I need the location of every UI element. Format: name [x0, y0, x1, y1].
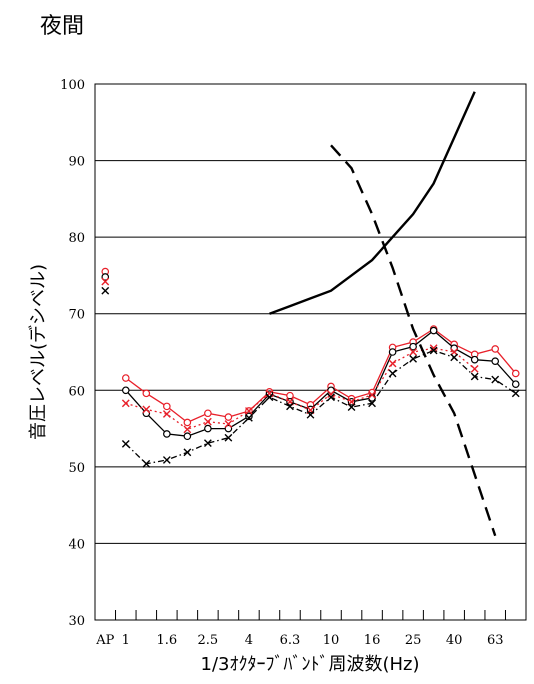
y-tick-label: 100 — [60, 78, 85, 93]
data-point-cross — [306, 410, 315, 419]
data-point-circle — [204, 409, 212, 418]
y-tick-label: 60 — [68, 384, 85, 399]
data-point-circle — [409, 342, 417, 351]
data-point-circle — [163, 402, 171, 411]
data-point-circle — [101, 273, 110, 281]
data-point-circle — [121, 374, 130, 382]
plot-frame — [94, 83, 527, 621]
grid-lines — [95, 160, 526, 544]
page-title: 夜間 — [40, 14, 85, 39]
data-point-cross — [470, 364, 479, 373]
data-point-cross — [409, 354, 418, 363]
data-point-cross — [368, 390, 376, 399]
x-tick-label: 25 — [405, 633, 422, 648]
series-group — [101, 91, 520, 537]
x-tick-label: 40 — [446, 633, 463, 648]
data-point-cross — [265, 393, 274, 402]
series-line — [269, 91, 476, 315]
x-tick-label: 1 — [122, 633, 130, 648]
series-red-dotted-cross — [101, 277, 479, 434]
data-point-circle — [511, 380, 520, 388]
data-point-cross — [388, 369, 397, 378]
data-point-cross — [142, 459, 151, 468]
series-line — [330, 144, 497, 537]
data-point-cross — [203, 439, 212, 448]
data-point-circle — [163, 430, 171, 438]
x-axis-title: 1/3ｵｸﾀｰﾌﾞﾊﾞﾝﾄﾞ周波数(Hz) — [201, 654, 420, 675]
data-point-cross — [101, 277, 110, 286]
y-tick-label: 70 — [68, 308, 85, 323]
x-tick-label: 10 — [323, 633, 340, 648]
data-point-cross — [101, 286, 110, 295]
data-point-cross — [245, 413, 253, 422]
y-axis-title: 音圧レベル(デシベル) — [28, 264, 49, 440]
series-black-dashed-threshold — [330, 144, 497, 537]
data-point-cross — [429, 346, 438, 355]
data-point-cross — [368, 399, 376, 408]
data-point-cross — [224, 433, 233, 442]
y-tick-labels: 30 40 50 60 70 80 90 100 — [60, 78, 85, 629]
data-point-circle — [204, 424, 212, 433]
data-point-cross — [245, 407, 253, 415]
data-point-circle — [491, 345, 500, 353]
data-point-cross — [183, 448, 192, 457]
data-point-cross — [327, 393, 335, 402]
data-point-cross — [429, 344, 438, 353]
data-point-circle — [286, 391, 294, 400]
x-tick-label: 2.5 — [198, 633, 219, 648]
data-point-circle — [224, 413, 233, 421]
data-point-circle — [183, 418, 192, 427]
data-point-circle — [429, 326, 438, 335]
data-point-cross — [511, 389, 520, 398]
x-tick-label: 63 — [487, 633, 504, 648]
data-point-cross — [327, 390, 335, 399]
data-point-cross — [224, 420, 233, 428]
data-point-cross — [142, 405, 151, 414]
x-tick-label: AP — [95, 633, 114, 648]
data-point-cross — [470, 372, 479, 381]
series-black-dashdot-cross — [101, 286, 520, 468]
data-point-cross — [388, 359, 397, 368]
data-point-circle — [491, 357, 500, 365]
series-black-solid-threshold — [269, 91, 476, 315]
data-point-cross — [121, 439, 130, 448]
data-point-cross — [121, 399, 130, 408]
data-point-circle — [183, 432, 192, 441]
data-point-circle — [142, 389, 151, 398]
data-point-cross — [491, 375, 500, 384]
data-point-cross — [347, 403, 356, 412]
data-point-cross — [286, 402, 294, 411]
series-line — [125, 349, 517, 465]
y-tick-label: 90 — [68, 155, 85, 170]
data-point-cross — [203, 417, 212, 426]
y-tick-label: 40 — [68, 537, 85, 552]
y-tick-label: 80 — [68, 231, 85, 246]
data-point-cross — [183, 425, 192, 434]
x-tick-label: 4 — [245, 633, 253, 648]
data-point-circle — [121, 386, 130, 395]
y-tick-label: 30 — [68, 614, 85, 629]
x-tick-label: 6.3 — [280, 633, 301, 648]
data-point-cross — [450, 353, 459, 362]
data-point-circle — [470, 355, 479, 364]
data-point-cross — [162, 456, 171, 464]
data-point-circle — [245, 412, 253, 421]
y-tick-label: 50 — [68, 461, 85, 476]
data-point-circle — [224, 424, 233, 433]
x-tick-label: 16 — [364, 633, 381, 648]
series-line — [125, 347, 476, 431]
x-tick-label: 1.6 — [156, 633, 177, 648]
x-ticks: AP 1 1.6 2.5 4 6.3 10 16 25 40 63 — [94, 610, 527, 648]
data-point-circle — [511, 369, 520, 378]
data-point-cross — [162, 410, 171, 418]
data-point-cross — [409, 348, 418, 356]
data-point-circle — [388, 348, 397, 356]
